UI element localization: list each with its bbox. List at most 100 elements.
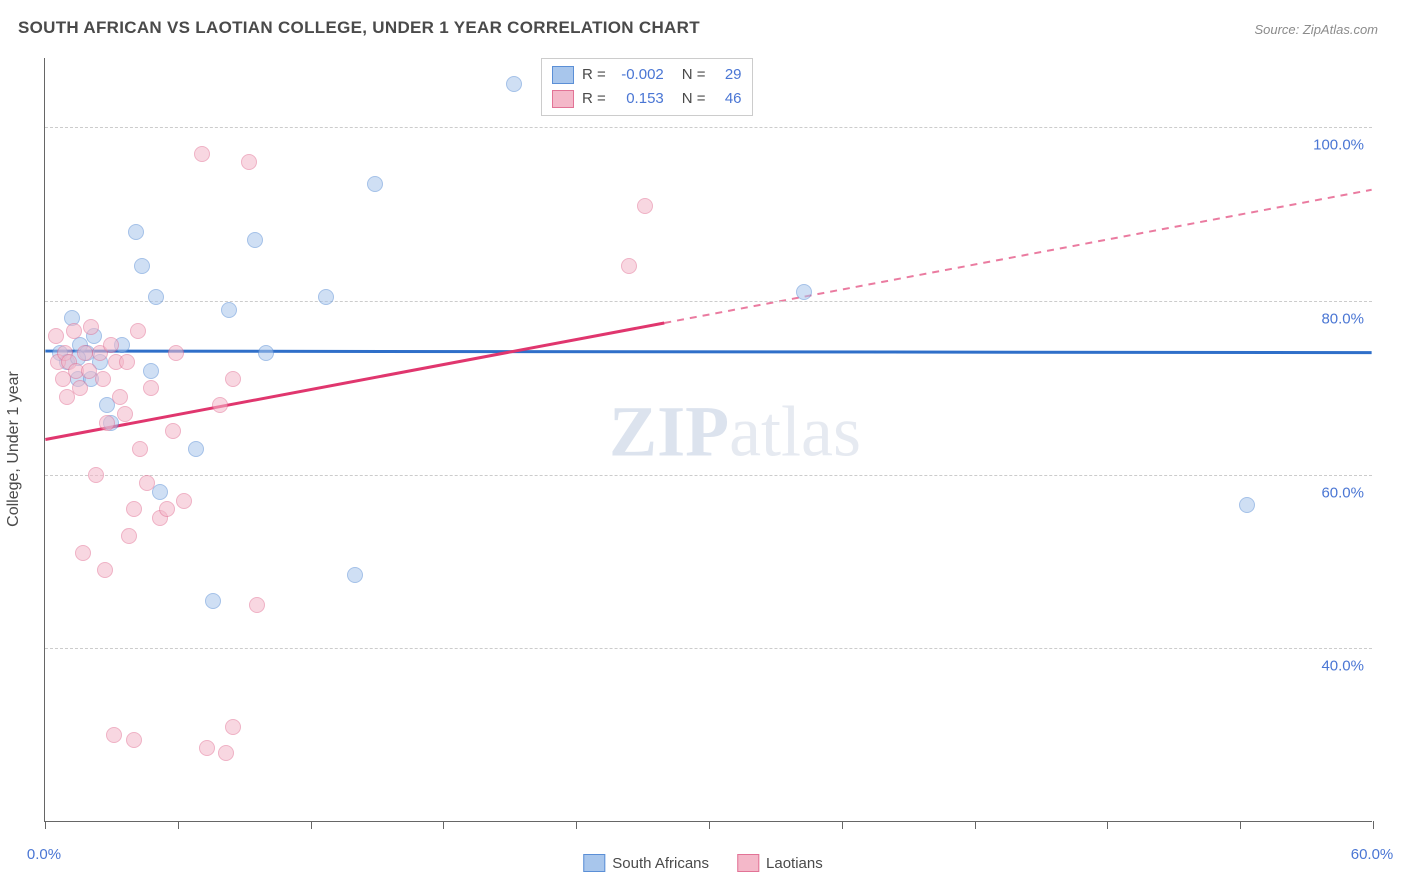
stats-row-laotians: R =0.153N =46 — [552, 87, 742, 111]
scatter-point-south_africans — [205, 593, 221, 609]
scatter-point-laotians — [126, 501, 142, 517]
trend-lines-svg — [45, 58, 1372, 821]
scatter-point-laotians — [130, 323, 146, 339]
trend-line-dashed-laotians — [664, 190, 1371, 323]
stats-n-label: N = — [682, 87, 706, 111]
scatter-point-south_africans — [796, 284, 812, 300]
scatter-point-laotians — [139, 475, 155, 491]
scatter-point-south_africans — [247, 232, 263, 248]
stats-swatch-icon — [552, 66, 574, 84]
scatter-point-south_africans — [318, 289, 334, 305]
scatter-point-laotians — [132, 441, 148, 457]
legend-label: Laotians — [766, 855, 823, 872]
x-tick — [1240, 821, 1241, 829]
scatter-point-laotians — [83, 319, 99, 335]
stats-n-label: N = — [682, 63, 706, 87]
scatter-point-laotians — [95, 371, 111, 387]
scatter-point-laotians — [225, 371, 241, 387]
x-tick — [975, 821, 976, 829]
x-tick — [709, 821, 710, 829]
scatter-point-south_africans — [221, 302, 237, 318]
scatter-point-laotians — [249, 597, 265, 613]
legend-label: South Africans — [612, 855, 709, 872]
scatter-point-laotians — [199, 740, 215, 756]
stats-n-value: 29 — [714, 63, 742, 87]
x-tick — [443, 821, 444, 829]
scatter-point-laotians — [97, 562, 113, 578]
x-tick-label: 60.0% — [1351, 846, 1394, 863]
stats-r-value: 0.153 — [614, 87, 664, 111]
scatter-point-laotians — [117, 406, 133, 422]
scatter-point-laotians — [66, 323, 82, 339]
scatter-point-laotians — [194, 146, 210, 162]
y-tick-label: 40.0% — [1321, 658, 1364, 675]
scatter-point-laotians — [165, 423, 181, 439]
legend-item: Laotians — [737, 854, 823, 872]
y-tick-label: 60.0% — [1321, 484, 1364, 501]
scatter-point-south_africans — [128, 224, 144, 240]
scatter-point-south_africans — [134, 258, 150, 274]
x-tick — [311, 821, 312, 829]
source-attribution: Source: ZipAtlas.com — [1254, 22, 1378, 37]
legend-item: South Africans — [583, 854, 709, 872]
x-tick — [1107, 821, 1108, 829]
y-tick-label: 100.0% — [1313, 137, 1364, 154]
x-tick-label: 0.0% — [27, 846, 61, 863]
scatter-point-laotians — [176, 493, 192, 509]
scatter-point-laotians — [72, 380, 88, 396]
chart-title: SOUTH AFRICAN VS LAOTIAN COLLEGE, UNDER … — [18, 18, 700, 38]
watermark: ZIPatlas — [609, 390, 861, 473]
bottom-legend: South Africans Laotians — [583, 854, 822, 872]
scatter-point-laotians — [126, 732, 142, 748]
x-tick — [842, 821, 843, 829]
scatter-point-south_africans — [148, 289, 164, 305]
scatter-point-laotians — [112, 389, 128, 405]
scatter-point-south_africans — [1239, 497, 1255, 513]
scatter-point-laotians — [225, 719, 241, 735]
scatter-point-laotians — [637, 198, 653, 214]
legend-swatch-icon — [583, 854, 605, 872]
scatter-point-laotians — [119, 354, 135, 370]
gridline-h — [45, 648, 1372, 649]
scatter-point-laotians — [88, 467, 104, 483]
plot-area: ZIPatlas R = -0.002 N = 29R = 0.153 N = 46 40.… — [44, 58, 1372, 822]
x-tick — [178, 821, 179, 829]
scatter-point-south_africans — [143, 363, 159, 379]
scatter-point-south_africans — [188, 441, 204, 457]
gridline-h — [45, 301, 1372, 302]
y-axis-label: College, Under 1 year — [5, 371, 23, 527]
scatter-point-south_africans — [347, 567, 363, 583]
scatter-point-laotians — [168, 345, 184, 361]
scatter-point-south_africans — [152, 484, 168, 500]
x-tick — [576, 821, 577, 829]
trend-line-laotians — [45, 323, 664, 440]
gridline-h — [45, 475, 1372, 476]
scatter-point-laotians — [103, 337, 119, 353]
stats-r-value: -0.002 — [614, 63, 664, 87]
scatter-point-south_africans — [506, 76, 522, 92]
scatter-point-laotians — [99, 415, 115, 431]
scatter-point-laotians — [75, 545, 91, 561]
stats-r-label: R = — [582, 63, 606, 87]
x-tick — [1373, 821, 1374, 829]
legend-swatch-icon — [737, 854, 759, 872]
scatter-point-laotians — [121, 528, 137, 544]
gridline-h — [45, 127, 1372, 128]
scatter-point-laotians — [621, 258, 637, 274]
y-tick-label: 80.0% — [1321, 311, 1364, 328]
scatter-point-laotians — [241, 154, 257, 170]
stats-box: R = -0.002 N = 29R = 0.153 N = 46 — [541, 58, 753, 116]
stats-swatch-icon — [552, 90, 574, 108]
scatter-point-laotians — [106, 727, 122, 743]
x-tick — [45, 821, 46, 829]
scatter-point-laotians — [143, 380, 159, 396]
scatter-point-laotians — [218, 745, 234, 761]
trend-line-south_africans — [45, 351, 1371, 353]
scatter-point-south_africans — [367, 176, 383, 192]
scatter-point-laotians — [48, 328, 64, 344]
scatter-point-laotians — [77, 345, 93, 361]
stats-row-south_africans: R = -0.002 N = 29 — [552, 63, 742, 87]
scatter-point-laotians — [212, 397, 228, 413]
scatter-point-south_africans — [258, 345, 274, 361]
stats-n-value: 46 — [714, 87, 742, 111]
